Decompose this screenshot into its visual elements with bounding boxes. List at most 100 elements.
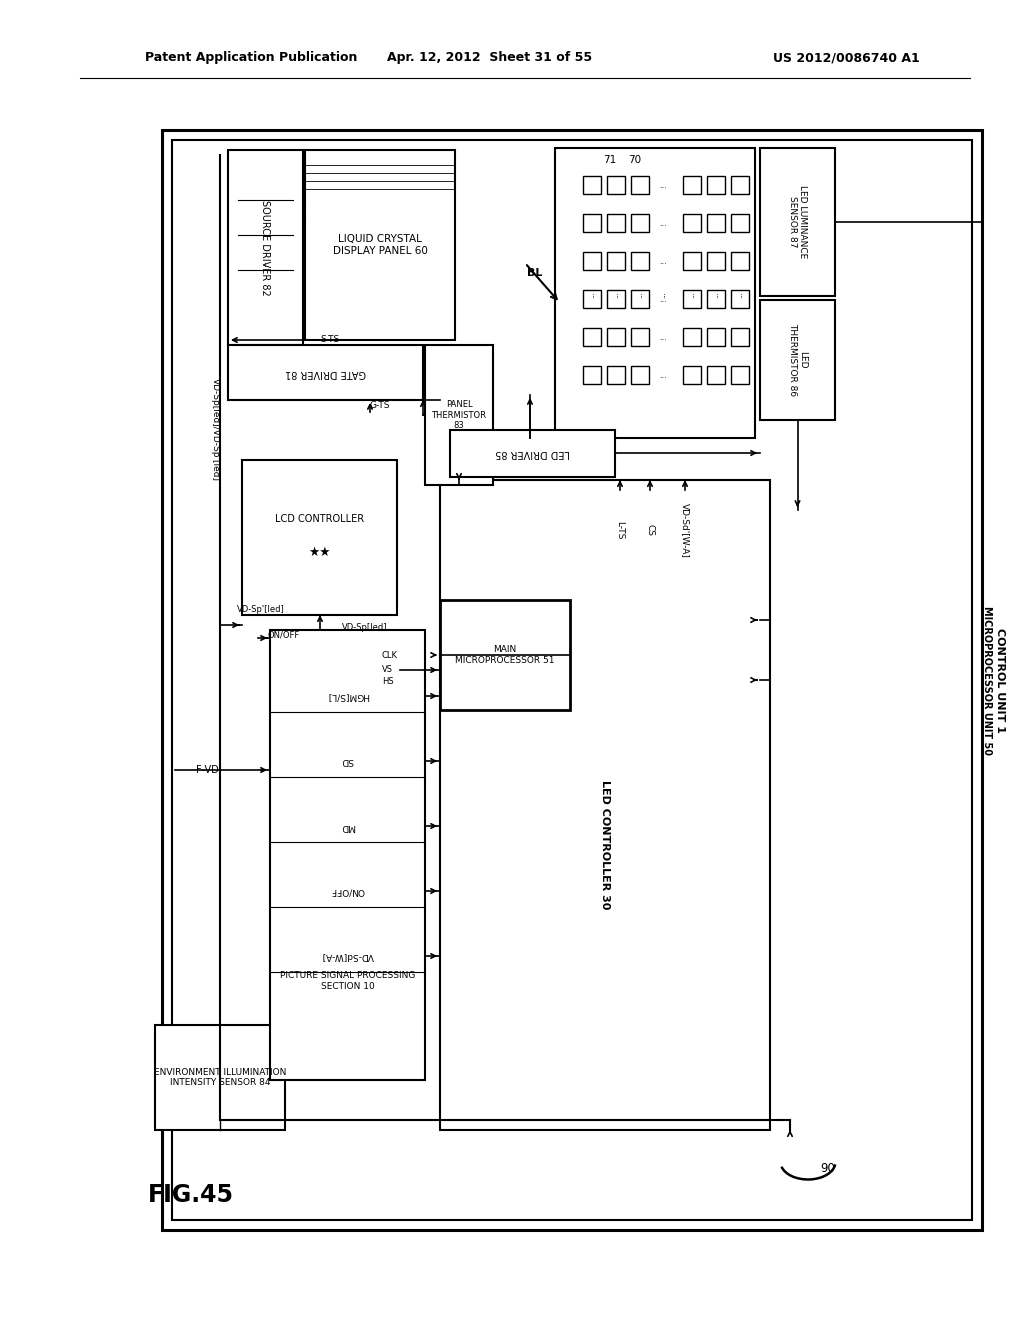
Bar xyxy=(228,150,303,345)
Text: MD: MD xyxy=(340,821,354,830)
Text: SOURCE DRIVER 82: SOURCE DRIVER 82 xyxy=(260,199,270,296)
Text: 90: 90 xyxy=(820,1162,836,1175)
Bar xyxy=(760,300,835,420)
Text: SD: SD xyxy=(341,756,354,766)
Bar xyxy=(440,601,570,710)
Bar xyxy=(270,630,425,1080)
Text: HS: HS xyxy=(382,677,393,686)
Text: PICTURE SIGNAL PROCESSING
SECTION 10: PICTURE SIGNAL PROCESSING SECTION 10 xyxy=(280,972,415,991)
Bar xyxy=(583,290,601,308)
Bar xyxy=(607,176,625,194)
Text: ...: ... xyxy=(737,292,743,298)
Text: FIG.45: FIG.45 xyxy=(148,1183,234,1206)
Text: ...: ... xyxy=(659,219,667,227)
Text: CS: CS xyxy=(645,524,654,536)
Text: VS: VS xyxy=(382,664,393,673)
Text: ENVIRONMENT ILLUMINATION
INTENSITY SENSOR 84: ENVIRONMENT ILLUMINATION INTENSITY SENSO… xyxy=(154,1068,286,1088)
Bar xyxy=(228,345,423,400)
Text: ON/OFF: ON/OFF xyxy=(331,887,365,895)
Bar xyxy=(731,176,749,194)
Bar xyxy=(155,1026,285,1130)
Bar xyxy=(731,366,749,384)
Text: HGM[S/L]: HGM[S/L] xyxy=(327,692,369,701)
Text: GATE DRIVER 81: GATE DRIVER 81 xyxy=(285,367,366,378)
Bar xyxy=(760,148,835,296)
Text: MICROPROCESSOR UNIT 50: MICROPROCESSOR UNIT 50 xyxy=(982,606,992,755)
Text: PANEL
THERMISTOR
83: PANEL THERMISTOR 83 xyxy=(431,400,486,430)
Bar xyxy=(607,327,625,346)
Text: ...: ... xyxy=(659,181,667,190)
Bar xyxy=(631,366,649,384)
Bar xyxy=(683,327,701,346)
Text: ...: ... xyxy=(637,292,643,298)
Bar xyxy=(731,252,749,271)
Bar xyxy=(555,148,755,438)
Text: LED
THERMISTOR 86: LED THERMISTOR 86 xyxy=(787,323,807,396)
Bar xyxy=(305,150,455,341)
Text: BL: BL xyxy=(527,268,543,279)
Bar xyxy=(631,252,649,271)
Text: MAIN
MICROPROCESSOR 51: MAIN MICROPROCESSOR 51 xyxy=(456,645,555,665)
Bar xyxy=(162,129,982,1230)
Text: F-VD: F-VD xyxy=(196,766,219,775)
Bar xyxy=(707,290,725,308)
Text: 70: 70 xyxy=(629,154,642,165)
Text: LCD CONTROLLER: LCD CONTROLLER xyxy=(274,515,365,524)
Bar xyxy=(425,345,493,484)
Bar xyxy=(631,290,649,308)
Text: VD-Sd'[W-A]: VD-Sd'[W-A] xyxy=(681,503,689,557)
Bar xyxy=(583,327,601,346)
Text: ...: ... xyxy=(589,292,595,298)
Text: 71: 71 xyxy=(603,154,616,165)
Bar xyxy=(607,366,625,384)
Text: ...: ... xyxy=(689,292,695,298)
Text: ...: ... xyxy=(659,256,667,265)
Text: Patent Application Publication: Patent Application Publication xyxy=(145,51,357,65)
Bar xyxy=(707,176,725,194)
Text: CLK: CLK xyxy=(382,652,398,660)
Bar xyxy=(731,290,749,308)
Bar xyxy=(683,214,701,232)
Bar xyxy=(707,214,725,232)
Text: ...: ... xyxy=(659,371,667,380)
Text: VD-Sp'[led]: VD-Sp'[led] xyxy=(237,606,285,615)
Text: ...: ... xyxy=(659,294,667,304)
Text: LED DRIVER 85: LED DRIVER 85 xyxy=(495,449,570,458)
Text: Apr. 12, 2012  Sheet 31 of 55: Apr. 12, 2012 Sheet 31 of 55 xyxy=(387,51,593,65)
Text: L-TS: L-TS xyxy=(615,521,625,539)
Text: ★★: ★★ xyxy=(308,546,331,558)
Text: VD-Sp[led]/VD-Sp'[led]: VD-Sp[led]/VD-Sp'[led] xyxy=(211,379,219,482)
Text: VD-Sd[W-A]: VD-Sd[W-A] xyxy=(322,952,374,961)
Bar xyxy=(731,327,749,346)
Bar xyxy=(450,430,615,477)
Bar xyxy=(707,327,725,346)
Text: LED LUMINANCE
SENSOR 87: LED LUMINANCE SENSOR 87 xyxy=(787,185,807,259)
Bar xyxy=(683,176,701,194)
Bar xyxy=(607,290,625,308)
Text: ...: ... xyxy=(613,292,618,298)
Bar xyxy=(440,480,770,1130)
Bar xyxy=(683,366,701,384)
Text: S-TS: S-TS xyxy=(319,335,339,345)
Bar xyxy=(631,176,649,194)
Text: VD-Sp[led]: VD-Sp[led] xyxy=(342,623,387,632)
Text: LIQUID CRYSTAL
DISPLAY PANEL 60: LIQUID CRYSTAL DISPLAY PANEL 60 xyxy=(333,234,427,256)
Text: ON/OFF: ON/OFF xyxy=(268,631,300,639)
Bar xyxy=(631,327,649,346)
Text: LED CONTROLLER 30: LED CONTROLLER 30 xyxy=(600,780,610,909)
Text: ...: ... xyxy=(660,292,666,298)
Text: ...: ... xyxy=(260,261,270,272)
Text: CONTROL UNIT 1: CONTROL UNIT 1 xyxy=(995,627,1005,733)
Bar xyxy=(242,459,397,615)
Bar xyxy=(707,252,725,271)
Bar xyxy=(172,140,972,1220)
Bar xyxy=(607,214,625,232)
Bar xyxy=(583,176,601,194)
Bar xyxy=(731,214,749,232)
Bar xyxy=(583,214,601,232)
Bar xyxy=(683,252,701,271)
Bar xyxy=(631,214,649,232)
Text: G-TS: G-TS xyxy=(370,400,390,409)
Text: ...: ... xyxy=(713,292,719,298)
Text: US 2012/0086740 A1: US 2012/0086740 A1 xyxy=(773,51,920,65)
